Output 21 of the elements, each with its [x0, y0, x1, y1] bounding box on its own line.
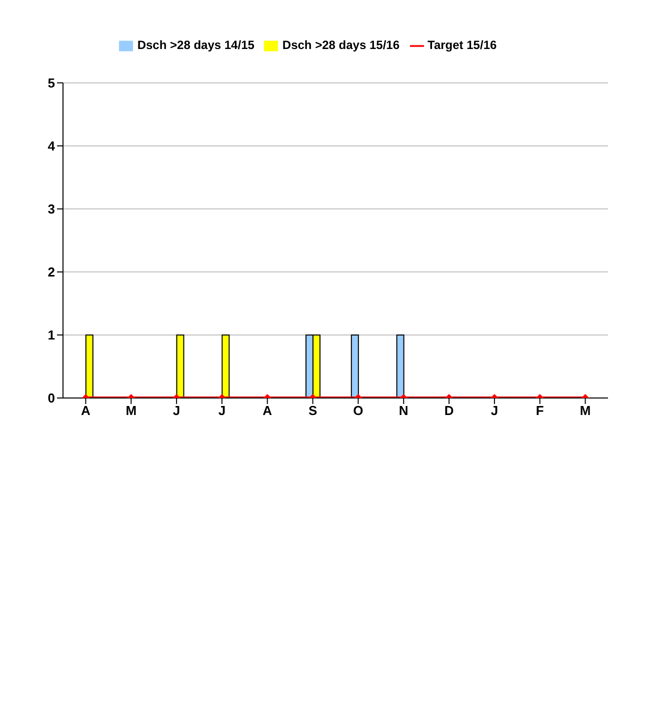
y-tick-label: 4	[48, 138, 56, 154]
x-tick-label: N	[398, 403, 408, 418]
x-tick-label: A	[262, 403, 273, 418]
x-tick-label: M	[126, 403, 137, 418]
y-tick-label: 1	[48, 328, 55, 343]
x-tick-label: J	[172, 403, 180, 418]
y-tick-label: 3	[48, 202, 55, 217]
y-tick-label: 2	[48, 264, 55, 280]
x-tick-label: A	[81, 403, 92, 418]
x-tick-label: F	[536, 403, 544, 418]
y-tick-label: 5	[48, 75, 55, 90]
x-tick-label: S	[308, 403, 318, 418]
y-tick-label: 0	[48, 390, 55, 406]
legend-label: Dsch >28 days 15/16	[282, 38, 400, 52]
x-tick-label: J	[218, 403, 226, 418]
x-tick-label: D	[444, 403, 454, 418]
legend-label: Target 15/16	[428, 38, 497, 52]
x-tick-label: J	[490, 403, 498, 418]
x-tick-label: O	[353, 403, 364, 418]
legend-label: Dsch >28 days 14/15	[137, 38, 254, 52]
x-tick-label: M	[580, 403, 591, 418]
